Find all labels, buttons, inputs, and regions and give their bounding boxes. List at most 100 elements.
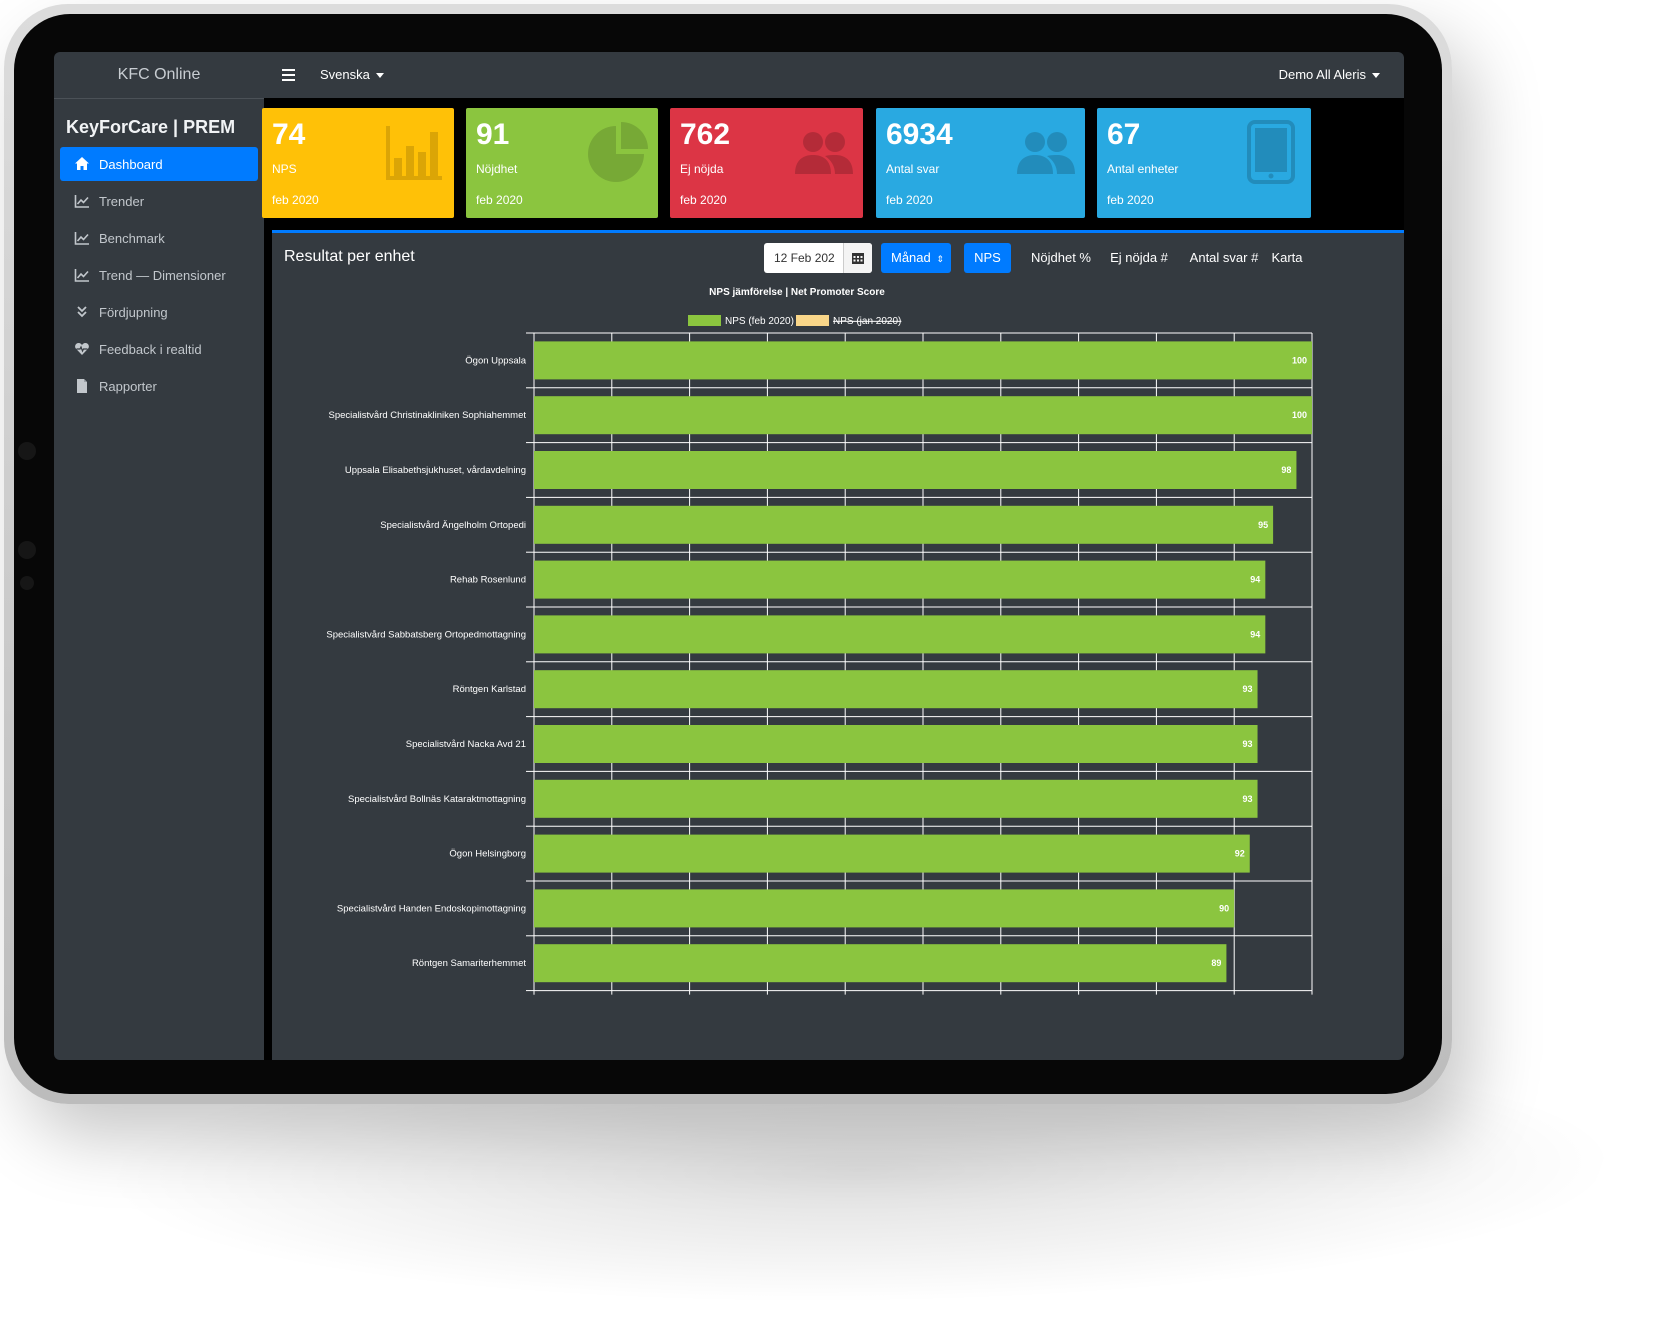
stat-label: Antal svar	[886, 162, 940, 176]
language-dropdown[interactable]: Svenska	[320, 67, 384, 82]
bar	[534, 834, 1250, 873]
double-chevron-down-icon	[74, 304, 90, 320]
legend-swatch	[688, 315, 721, 326]
bar	[534, 341, 1312, 380]
stat-value: 74	[272, 118, 306, 151]
tablet-button	[20, 576, 34, 590]
bar	[534, 670, 1258, 709]
y-tick-label: Specialistvård Ängelholm Ortopedi	[380, 520, 526, 531]
brand-header: KFC Online	[54, 52, 264, 99]
bar	[534, 944, 1227, 983]
y-tick-label: Specialistvård Sabbatsberg Ortopedmottag…	[326, 629, 526, 640]
home-icon	[74, 156, 90, 172]
bar	[534, 779, 1258, 818]
stat-card[interactable]: 6934 Antal svar feb 2020	[876, 108, 1085, 218]
file-icon	[74, 378, 90, 394]
users-icon	[1013, 120, 1077, 184]
sidebar-item[interactable]: Trender	[60, 184, 258, 218]
bar	[534, 451, 1297, 489]
y-tick-label: Ögon Uppsala	[465, 355, 526, 366]
sidebar-item-label: Trend — Dimensioner	[99, 267, 226, 283]
stat-label: NPS	[272, 162, 297, 176]
sidebar: KFC Online KeyForCare | PREM Dashboard Tr…	[54, 52, 264, 1060]
calendar-icon	[852, 253, 864, 264]
data-label: 93	[1243, 739, 1253, 749]
app-screen: KFC Online KeyForCare | PREM Dashboard Tr…	[54, 52, 1404, 1060]
stat-value: 762	[680, 118, 731, 151]
metric-tab[interactable]: Ej nöjda #	[1110, 250, 1168, 265]
data-label: 92	[1235, 849, 1245, 859]
sidebar-item-label: Dashboard	[99, 156, 163, 172]
data-label: 89	[1211, 958, 1221, 968]
y-tick-label: Röntgen Karlstad	[453, 684, 526, 695]
date-input[interactable]: 12 Feb 202	[764, 243, 872, 273]
bar	[534, 505, 1274, 544]
y-tick-label: Rehab Rosenlund	[450, 575, 526, 586]
hamburger-icon[interactable]	[280, 66, 298, 84]
legend-swatch	[796, 315, 829, 326]
data-label: 100	[1292, 410, 1307, 420]
line-chart-icon	[74, 267, 90, 283]
topbar: Svenska Demo All Aleris	[264, 52, 1404, 98]
stat-period: feb 2020	[680, 193, 727, 207]
stat-card[interactable]: 74 NPS feb 2020	[262, 108, 454, 218]
app-name: KFC Online	[117, 66, 201, 83]
stat-period: feb 2020	[476, 193, 523, 207]
line-chart-icon	[74, 193, 90, 209]
metric-tab[interactable]: Nöjdhet %	[1031, 250, 1091, 265]
period-select[interactable]: Månad ⇕	[881, 243, 951, 273]
user-name: Demo All Aleris	[1278, 67, 1366, 82]
bar	[534, 725, 1258, 763]
sidebar-item-label: Fördjupning	[99, 304, 168, 320]
users-icon	[791, 120, 855, 184]
stat-label: Nöjdhet	[476, 162, 518, 176]
product-title: KeyForCare | PREM	[66, 117, 236, 137]
data-label: 93	[1243, 684, 1253, 694]
caret-down-icon	[375, 73, 384, 79]
tablet-frame: KFC Online KeyForCare | PREM Dashboard Tr…	[4, 4, 1452, 1104]
bar	[534, 396, 1312, 435]
stat-period: feb 2020	[886, 193, 933, 207]
stat-label: Ej nöjda	[680, 162, 724, 176]
sidebar-nav: Dashboard Trender Benchmark Trend — Dimensi…	[54, 143, 264, 410]
sidebar-item[interactable]: Benchmark	[60, 221, 258, 255]
sidebar-item-label: Rapporter	[99, 378, 157, 394]
pie-chart-icon	[586, 120, 650, 184]
legend-label: NPS (jan 2020)	[833, 316, 901, 327]
stat-card[interactable]: 762 Ej nöjda feb 2020	[670, 108, 863, 218]
bar	[534, 560, 1266, 599]
sidebar-item[interactable]: Rapporter	[60, 369, 258, 403]
calendar-button[interactable]	[843, 243, 872, 273]
date-value: 12 Feb 202	[774, 251, 835, 265]
y-tick-label: Ögon Helsingborg	[449, 849, 526, 860]
y-tick-label: Röntgen Samariterhemmet	[412, 958, 526, 969]
user-dropdown[interactable]: Demo All Aleris	[1279, 67, 1380, 82]
metric-tab[interactable]: Karta	[1271, 250, 1303, 265]
sidebar-item-label: Trender	[99, 193, 145, 209]
stat-card[interactable]: 67 Antal enheter feb 2020	[1097, 108, 1311, 218]
sidebar-item[interactable]: Trend — Dimensioner	[60, 258, 258, 292]
data-label: 90	[1219, 903, 1229, 913]
bar	[534, 615, 1266, 654]
y-tick-label: Specialistvård Christinakliniken Sophiah…	[329, 410, 527, 421]
sidebar-item[interactable]: Dashboard	[60, 147, 258, 181]
stat-label: Antal enheter	[1107, 162, 1179, 176]
tablet-camera	[18, 442, 36, 460]
y-tick-label: Uppsala Elisabethsjukhuset, vårdavdelnin…	[345, 465, 526, 476]
chart-title: NPS jämförelse | Net Promoter Score	[709, 287, 885, 298]
y-tick-label: Specialistvård Handen Endoskopimottagnin…	[337, 903, 526, 914]
metric-tab[interactable]: NPS	[964, 243, 1011, 273]
caret-down-icon	[1372, 73, 1380, 79]
data-label: 95	[1258, 520, 1268, 530]
sidebar-item[interactable]: Feedback i realtid	[60, 332, 258, 366]
stat-period: feb 2020	[272, 193, 319, 207]
stat-period: feb 2020	[1107, 193, 1154, 207]
metric-tab[interactable]: Antal svar #	[1189, 250, 1259, 265]
data-label: 98	[1281, 465, 1291, 475]
y-tick-label: Specialistvård Nacka Avd 21	[406, 739, 526, 750]
sidebar-item[interactable]: Fördjupning	[60, 295, 258, 329]
stat-value: 91	[476, 118, 510, 151]
legend-label: NPS (feb 2020)	[725, 316, 794, 327]
stat-card[interactable]: 91 Nöjdhet feb 2020	[466, 108, 658, 218]
stat-value: 6934	[886, 118, 953, 151]
